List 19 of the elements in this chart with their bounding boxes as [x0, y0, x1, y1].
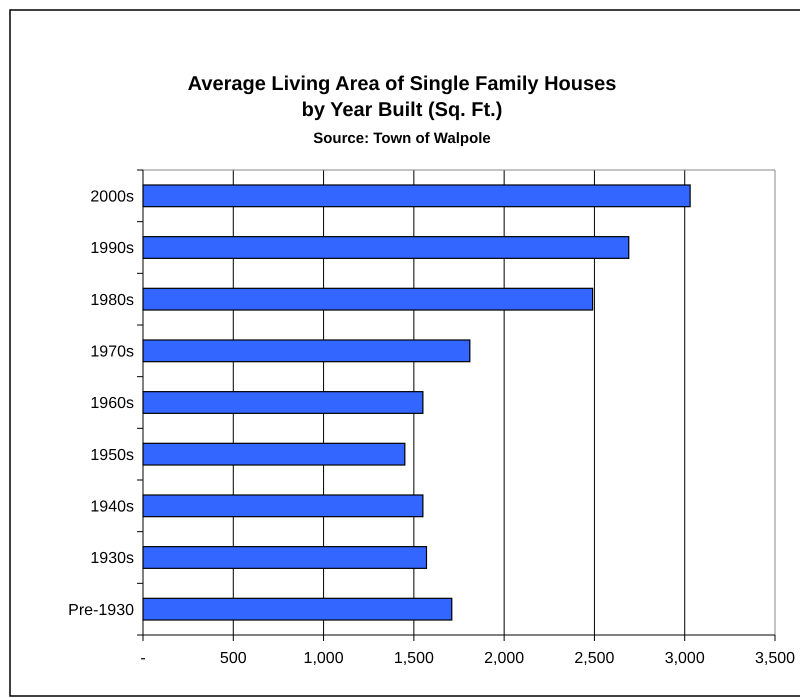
x-tick-label: 1,500 [394, 650, 434, 667]
chart-subtitle: Source: Town of Walpole [313, 130, 491, 147]
y-tick-label: 1970s [90, 343, 134, 360]
y-tick-label: 1980s [90, 292, 134, 309]
y-tick-label: 1940s [90, 498, 134, 516]
y-tick-label: 1930s [90, 550, 134, 568]
y-tick-label: 1950s [90, 446, 134, 464]
x-tick-label: 2,500 [574, 650, 615, 667]
y-tick-label: Pre-1930 [68, 602, 134, 619]
x-tick-label: - [140, 650, 146, 667]
y-tick-label: 1990s [90, 240, 134, 258]
y-tick-label: 2000s [90, 188, 134, 206]
chart-title: Average Living Area of Single Family Houses by Year Built (Sq. Ft.) [188, 73, 616, 121]
x-tick-label: 1,000 [304, 650, 344, 667]
x-tick-label: 2,000 [484, 650, 524, 667]
x-tick-label: 500 [220, 650, 247, 667]
x-tick-label: 3,500 [754, 650, 796, 667]
y-tick-label: 1960s [90, 395, 134, 412]
x-tick-label: 3,000 [664, 650, 705, 667]
